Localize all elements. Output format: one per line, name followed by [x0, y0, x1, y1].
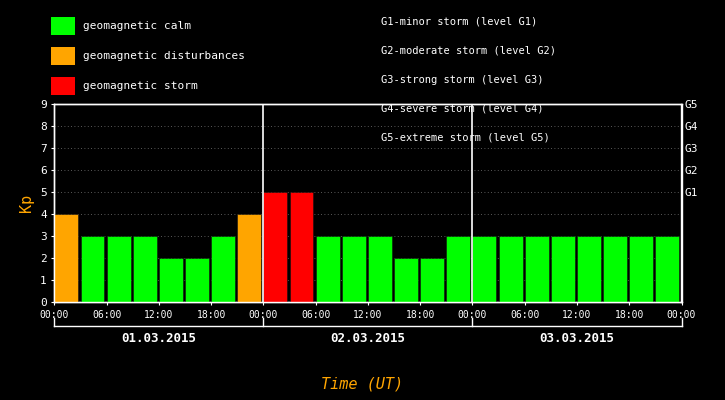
Bar: [237, 214, 261, 302]
Bar: [159, 258, 183, 302]
Bar: [603, 236, 627, 302]
Bar: [54, 214, 78, 302]
Bar: [368, 236, 392, 302]
Bar: [211, 236, 235, 302]
Bar: [289, 192, 313, 302]
Bar: [80, 236, 104, 302]
Bar: [551, 236, 575, 302]
Text: G5-extreme storm (level G5): G5-extreme storm (level G5): [381, 132, 550, 142]
Bar: [185, 258, 209, 302]
Bar: [499, 236, 523, 302]
Text: G1-minor storm (level G1): G1-minor storm (level G1): [381, 17, 537, 27]
Bar: [133, 236, 157, 302]
Bar: [525, 236, 549, 302]
Y-axis label: Kp: Kp: [20, 194, 34, 212]
Text: G3-strong storm (level G3): G3-strong storm (level G3): [381, 74, 543, 85]
Bar: [263, 192, 287, 302]
Bar: [107, 236, 130, 302]
Bar: [655, 236, 679, 302]
Bar: [473, 236, 497, 302]
Text: G2-moderate storm (level G2): G2-moderate storm (level G2): [381, 46, 555, 56]
Text: 03.03.2015: 03.03.2015: [539, 332, 615, 344]
Bar: [629, 236, 653, 302]
Text: geomagnetic disturbances: geomagnetic disturbances: [83, 51, 245, 61]
Bar: [577, 236, 601, 302]
Text: geomagnetic calm: geomagnetic calm: [83, 21, 191, 31]
Bar: [420, 258, 444, 302]
Text: G4-severe storm (level G4): G4-severe storm (level G4): [381, 104, 543, 114]
Text: geomagnetic storm: geomagnetic storm: [83, 81, 198, 91]
Bar: [447, 236, 471, 302]
Bar: [341, 236, 365, 302]
Text: 02.03.2015: 02.03.2015: [331, 332, 405, 344]
Bar: [315, 236, 339, 302]
Bar: [394, 258, 418, 302]
Text: Time (UT): Time (UT): [321, 376, 404, 392]
Text: 01.03.2015: 01.03.2015: [121, 332, 196, 344]
